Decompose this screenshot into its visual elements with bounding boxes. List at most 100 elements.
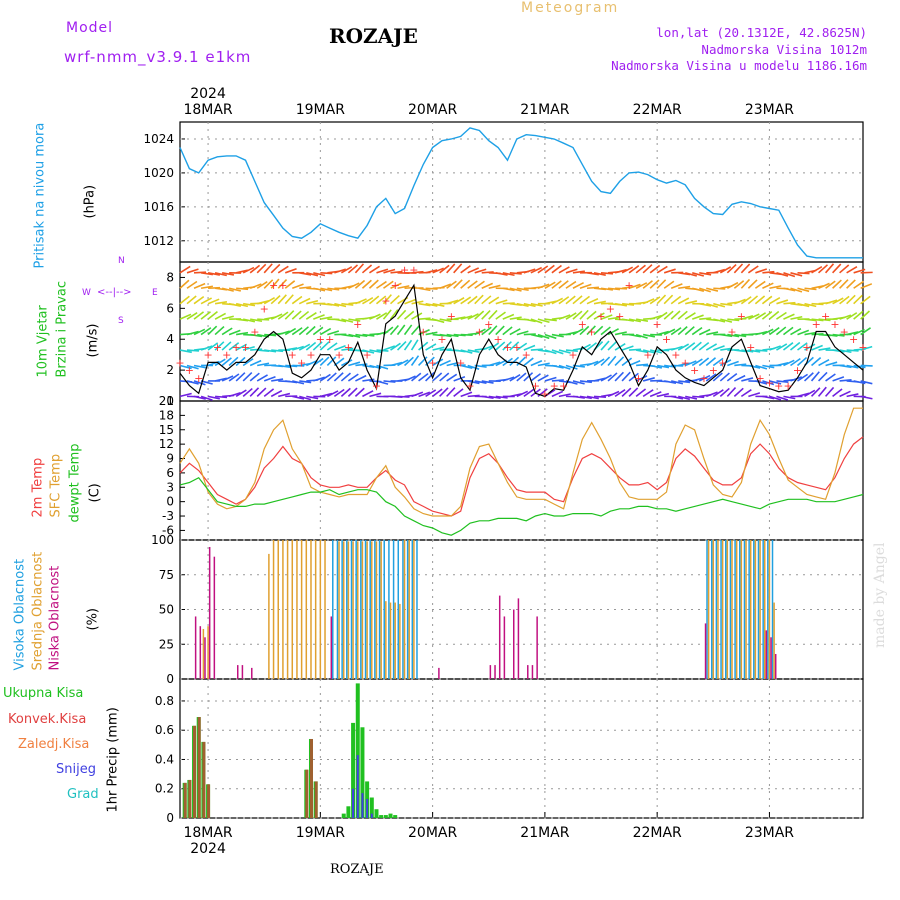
compass-west: W (82, 288, 91, 298)
wind-arrow (467, 349, 480, 353)
wind-arrow (495, 272, 508, 276)
wind-arrow (734, 298, 746, 305)
wind-arrow (818, 318, 831, 322)
wind-arrow (502, 287, 515, 292)
wind-arrow (326, 390, 339, 398)
year-label-bottom: 2024 (190, 841, 226, 857)
wind-arrow (698, 357, 710, 367)
wind-arrow (179, 265, 191, 274)
wind-speed-line (179, 283, 864, 398)
wind-arrow (502, 313, 515, 320)
wind-arrow (221, 272, 235, 276)
wind-arrow (354, 279, 366, 289)
wind-arrow (425, 269, 438, 274)
wind-arrow (734, 349, 747, 353)
wind-arrow (762, 364, 775, 369)
wind-arrow (390, 342, 401, 351)
wind-arrow (713, 345, 725, 351)
wind-arrow (228, 391, 241, 398)
wind-arrow (271, 349, 284, 353)
wind-arrow (369, 392, 382, 398)
wind-gust-marker: + (344, 341, 353, 354)
wind-arrow (320, 316, 333, 320)
wind-arrow (635, 318, 649, 322)
wind-arrow (685, 272, 698, 277)
wind-arrow (698, 328, 711, 336)
wind-arrow (334, 268, 347, 274)
wind-arrow (810, 387, 821, 397)
wind-arrow (299, 286, 312, 290)
wind-arrow (418, 302, 431, 307)
wind-arrow (425, 343, 437, 351)
wind-arrow (544, 281, 556, 289)
wind-arrow (747, 279, 758, 289)
wind-arrow (214, 341, 225, 351)
wind-arrow (509, 287, 522, 292)
wind-arrow (530, 266, 543, 274)
y-tick-precipitation: 0.4 (155, 752, 174, 766)
wind-arrow (699, 287, 711, 293)
wind-arrow (839, 314, 852, 320)
wind-arrow (516, 372, 527, 382)
wind-arrow (747, 295, 759, 305)
wind-arrow (467, 267, 480, 274)
wind-arrow (761, 311, 773, 320)
wind-arrow (291, 283, 304, 290)
wind-arrow (257, 362, 270, 367)
wind-arrow (396, 340, 407, 351)
wind-gust-marker: + (653, 318, 662, 331)
wind-arrow (495, 341, 506, 351)
wind-arrow (446, 299, 459, 305)
wind-arrow (397, 395, 410, 398)
wind-arrow (790, 287, 803, 293)
wind-arrow (762, 395, 775, 400)
wind-arrow (488, 309, 498, 320)
wind-arrow (432, 346, 445, 351)
wind-arrow (411, 391, 424, 398)
wind-arrow (537, 374, 549, 382)
wind-arrow (811, 344, 823, 351)
wind-arrow (439, 264, 450, 274)
wind-arrow (628, 360, 641, 367)
footer-station: ROZAJE (330, 862, 384, 877)
wind-arrow (326, 356, 337, 367)
wind-arrow (432, 388, 443, 398)
wind-arrow (509, 328, 521, 336)
y-tick-temperature: 9 (166, 452, 174, 466)
wind-arrow (825, 373, 836, 382)
snow-bar (352, 788, 355, 818)
wind-arrow (705, 343, 718, 351)
wind-arrow (558, 296, 570, 305)
wind-arrow (361, 279, 372, 289)
wind-arrow (762, 380, 775, 386)
wind-gust-marker: + (512, 341, 521, 354)
wind-arrow (235, 389, 247, 398)
wind-arrow (193, 380, 206, 386)
wind-arrow (790, 272, 803, 277)
y-tick-cloud: 100 (151, 533, 174, 547)
wind-arrow (691, 341, 702, 351)
total-rain-bar (341, 813, 346, 818)
wind-arrow (193, 282, 206, 289)
wind-arrow (347, 373, 359, 382)
total-rain-bar (360, 727, 365, 818)
wind-arrow (299, 380, 312, 384)
wind-gust-marker: + (671, 349, 680, 362)
wind-arrow (291, 295, 303, 305)
wind-arrow (382, 326, 394, 336)
wind-arrow (579, 309, 589, 320)
wind-arrow (291, 310, 302, 320)
wind-gust-marker: + (325, 333, 334, 346)
wind-arrow (832, 349, 845, 353)
wind-arrow (677, 310, 688, 320)
wind-arrow (481, 309, 491, 320)
wind-arrow (614, 389, 626, 398)
y-tick-temperature: 0 (166, 495, 174, 509)
wind-arrow (698, 374, 711, 382)
wind-arrow (467, 280, 478, 289)
wind-arrow (748, 364, 761, 369)
wind-arrow (755, 380, 768, 385)
wind-arrow (278, 330, 290, 336)
wind-arrow (642, 349, 655, 354)
wind-arrow (186, 380, 199, 385)
